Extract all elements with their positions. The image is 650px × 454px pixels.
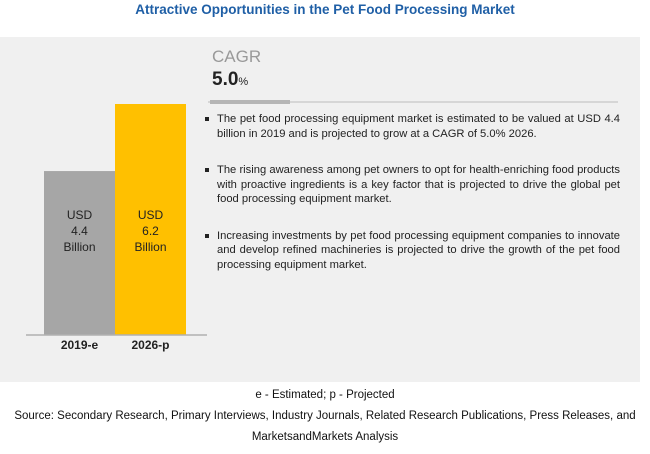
divider bbox=[208, 101, 618, 103]
cagr-label: CAGR bbox=[212, 47, 262, 66]
data-label: 4.4 bbox=[71, 224, 88, 238]
data-label: 6.2 bbox=[142, 224, 159, 238]
key-point: The pet food processing equipment market… bbox=[205, 112, 620, 141]
bar-2026-p bbox=[115, 104, 186, 335]
x-tick-label: 2019-e bbox=[61, 338, 99, 352]
x-tick-label: 2026-p bbox=[131, 338, 169, 352]
key-point: The rising awareness among pet owners to… bbox=[205, 163, 620, 207]
cagr-unit: % bbox=[238, 76, 249, 88]
cagr-number: 5.0 bbox=[212, 69, 239, 90]
chart-title: Attractive Opportunities in the Pet Food… bbox=[135, 2, 515, 17]
key-point: Increasing investments by pet food proce… bbox=[205, 229, 620, 273]
data-label: USD bbox=[67, 208, 93, 222]
source-line-1: Source: Secondary Research, Primary Inte… bbox=[14, 410, 636, 422]
divider-accent bbox=[210, 100, 290, 104]
bar-2019-e bbox=[44, 171, 115, 335]
data-label: Billion bbox=[63, 240, 95, 254]
data-label: Billion bbox=[134, 240, 166, 254]
key-points: The pet food processing equipment market… bbox=[205, 112, 620, 294]
cagr-value: 5.0% bbox=[212, 69, 248, 91]
legend-note: e - Estimated; p - Projected bbox=[255, 389, 395, 401]
data-label: USD bbox=[138, 208, 164, 222]
source-line-2: MarketsandMarkets Analysis bbox=[251, 431, 399, 443]
